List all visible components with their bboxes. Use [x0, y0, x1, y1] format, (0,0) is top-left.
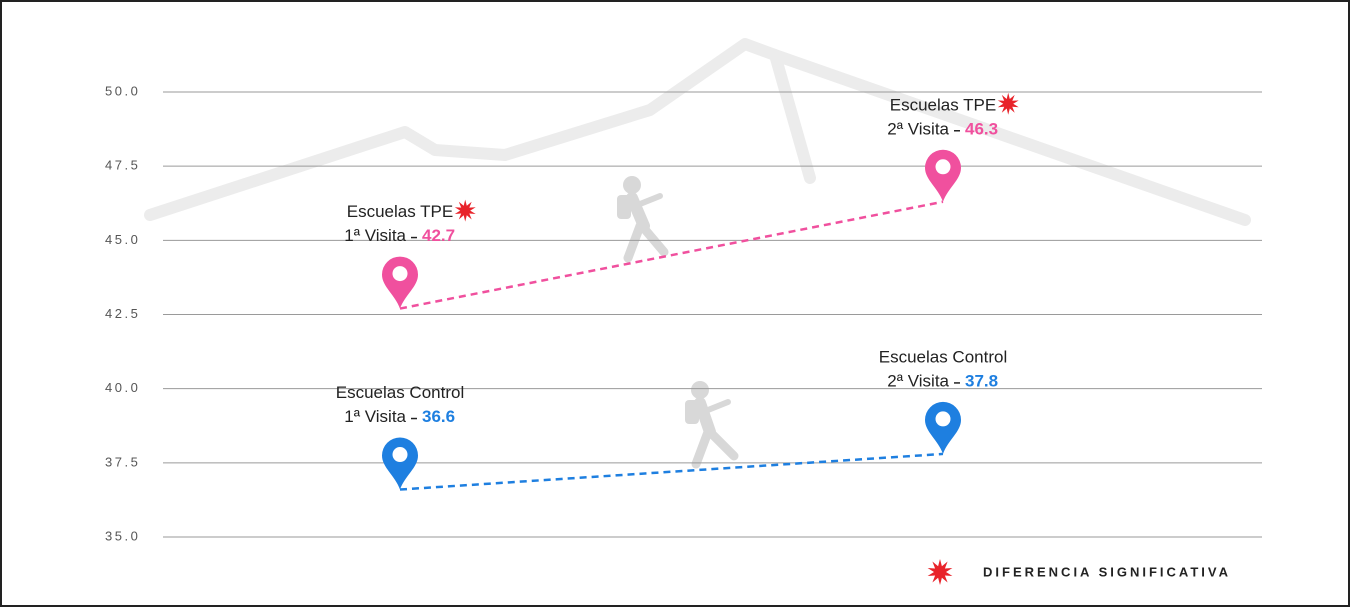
value-label: 42.7: [422, 226, 455, 245]
value-label: 37.8: [965, 371, 998, 390]
significance-star: [454, 199, 476, 222]
series-name: Escuelas TPE: [347, 202, 453, 221]
category-label: 2ª Visita: [887, 119, 949, 138]
y-tick-label: 35.0: [105, 528, 140, 543]
series-name: Escuelas Control: [336, 383, 465, 402]
y-tick-label: 47.5: [105, 158, 140, 173]
y-tick-label: 50.0: [105, 83, 140, 98]
y-tick-label: 42.5: [105, 306, 140, 321]
legend-star: [927, 559, 953, 585]
location-pin: [382, 256, 418, 309]
hiker-icon: [617, 176, 669, 263]
location-pin: [382, 437, 418, 490]
category-label: 1ª Visita: [344, 407, 406, 426]
mountain-decoration: [144, 38, 1251, 226]
series-name: Escuelas TPE: [890, 95, 996, 114]
pin-hole: [392, 266, 408, 282]
location-pin: [925, 401, 961, 454]
hiker-icon: [685, 381, 739, 469]
value-label: 46.3: [965, 119, 998, 138]
category-label: 1ª Visita: [344, 226, 406, 245]
series-name: Escuelas Control: [879, 347, 1008, 366]
legend-label: DIFERENCIA SIGNIFICATIVA: [983, 564, 1231, 579]
y-tick-label: 37.5: [105, 454, 140, 469]
value-label: 36.6: [422, 407, 455, 426]
pin-hole: [392, 447, 408, 463]
y-tick-label: 40.0: [105, 380, 140, 395]
category-label: 2ª Visita: [887, 371, 949, 390]
y-tick-label: 45.0: [105, 232, 140, 247]
series-line: [399, 200, 944, 310]
series-line: [399, 452, 944, 491]
significance-star: [997, 92, 1019, 115]
pin-hole: [935, 159, 951, 175]
location-pin: [925, 149, 961, 202]
pin-hole: [935, 411, 951, 427]
